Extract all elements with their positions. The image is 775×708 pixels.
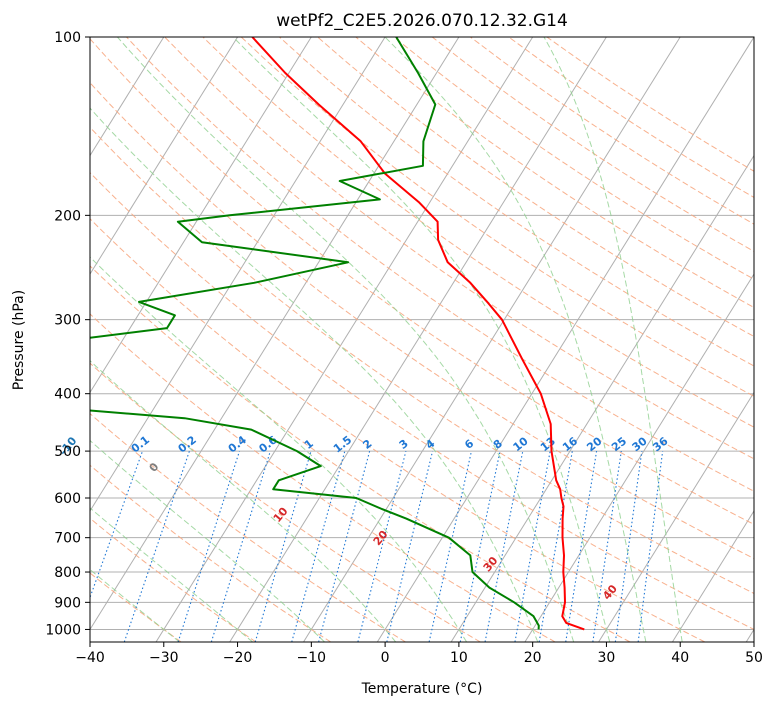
isotherm-20 xyxy=(524,273,754,642)
mixing-ratio-line xyxy=(565,451,598,642)
dry-adiabat xyxy=(90,82,754,560)
x-tick-label: 30 xyxy=(598,650,616,666)
x-tick-label: 40 xyxy=(671,650,689,666)
dry-adiabat xyxy=(90,313,556,642)
y-tick-label: 200 xyxy=(54,208,81,224)
dry-adiabat xyxy=(90,171,754,630)
mixing-ratio-line xyxy=(210,450,271,642)
profile-lines xyxy=(90,37,585,631)
mixing-ratio-line xyxy=(592,451,622,642)
isotherm-10 xyxy=(450,154,754,642)
mixing-ratio-line xyxy=(177,450,241,642)
dry-adiabat xyxy=(90,464,332,642)
mixing-ratio-line xyxy=(637,451,664,642)
mixing-ratio-line xyxy=(90,450,144,599)
mixing-ratio-line xyxy=(123,450,190,642)
y-tick-label: 400 xyxy=(54,387,81,403)
y-tick-label: 100 xyxy=(54,30,81,46)
y-tick-label: 600 xyxy=(54,491,81,507)
mixing-ratio-line xyxy=(459,450,501,642)
y-tick-label: 500 xyxy=(54,444,81,460)
dewpoint-line xyxy=(90,37,540,630)
dry-adiabat xyxy=(90,38,754,525)
isotherm--60 xyxy=(90,37,312,394)
moist-adiabat xyxy=(543,37,683,642)
isotherm--70 xyxy=(90,37,239,275)
y-tick-label: 1000 xyxy=(45,622,81,638)
moist-adiabat xyxy=(90,507,253,642)
x-axis-label: Temperature (°C) xyxy=(361,681,483,697)
isotherm--50 xyxy=(90,37,386,512)
x-tick-label: −10 xyxy=(297,650,327,666)
isotherm--80 xyxy=(90,37,165,157)
dry-adiabat xyxy=(90,362,481,642)
isotherm--20 xyxy=(229,37,607,642)
mixing-ratio-line xyxy=(291,450,346,642)
mixing-ratio-line xyxy=(538,451,573,642)
x-tick-label: 20 xyxy=(524,650,542,666)
axes: −40 −30 −20 −10 0 10 20 30 40 50 100 200 300 400 500 60… xyxy=(45,30,763,666)
dry-adiabat xyxy=(317,37,754,338)
mixing-ratio-line xyxy=(614,451,643,642)
mixing-ratio-line xyxy=(484,450,524,642)
mixing-ratio-line xyxy=(514,451,551,642)
mixing-ratio-line xyxy=(357,450,407,642)
mixing-ratio-line xyxy=(318,450,371,642)
x-tick-label: −20 xyxy=(223,650,253,666)
y-tick-label: 900 xyxy=(54,595,81,611)
mixing-ratio-line xyxy=(254,450,312,642)
temperature-line xyxy=(251,37,585,631)
isotherm--40 xyxy=(90,37,460,631)
dry-adiabat xyxy=(90,126,754,595)
dry-adiabat xyxy=(90,517,257,642)
background-lines xyxy=(90,37,754,642)
x-tick-label: −40 xyxy=(75,650,105,666)
isotherm-40 xyxy=(671,510,754,642)
moist-adiabat xyxy=(117,37,575,642)
dry-adiabat xyxy=(90,218,706,642)
y-tick-label: 300 xyxy=(54,313,81,329)
y-tick-label: 800 xyxy=(54,565,81,581)
moist-adiabat xyxy=(90,568,180,642)
y-axis-label: Pressure (hPa) xyxy=(11,290,27,390)
isotherm-30 xyxy=(598,391,754,642)
dry-adiabat xyxy=(240,37,754,397)
moist-adiabat xyxy=(90,360,397,642)
mixing-ratio-line xyxy=(386,450,434,642)
dry-adiabat xyxy=(90,412,406,642)
isotherm--30 xyxy=(155,37,534,642)
moist-adiabat xyxy=(90,439,325,642)
x-tick-label: −30 xyxy=(149,650,179,666)
y-tick-label: 700 xyxy=(54,531,81,547)
dry-adiabat xyxy=(164,37,754,460)
x-tick-label: 50 xyxy=(745,650,763,666)
mixing-ratio-line xyxy=(428,450,472,642)
moist-adiabat xyxy=(90,256,468,642)
plot-frame xyxy=(89,36,755,643)
moist-adiabat xyxy=(384,37,647,642)
x-tick-label: 10 xyxy=(450,650,468,666)
moist-adiabat xyxy=(90,107,539,642)
x-tick-label: 0 xyxy=(381,650,390,666)
isotherm-0 xyxy=(376,37,754,642)
chart-title: wetPf2_C2E5.2026.070.12.32.G14 xyxy=(276,11,568,31)
